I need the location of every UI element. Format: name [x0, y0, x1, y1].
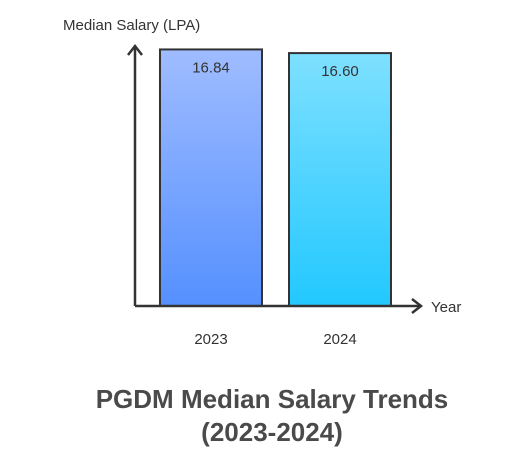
bar-2024 [288, 52, 392, 307]
x-tick-2024: 2024 [323, 331, 356, 348]
chart-title-line-2: (2023-2024) [201, 417, 343, 447]
chart-title-line-1: PGDM Median Salary Trends [96, 384, 449, 414]
bar-2023 [159, 48, 263, 307]
y-axis-label: Median Salary (LPA) [63, 17, 200, 34]
data-label-2023: 16.84 [192, 59, 230, 76]
y-axis-arrow [127, 43, 143, 56]
x-axis-arrow [411, 298, 424, 314]
bars [159, 48, 392, 307]
data-label-2024: 16.60 [321, 63, 359, 80]
x-axis-label: Year [431, 299, 461, 316]
x-tick-labels: 2023 2024 [194, 331, 356, 348]
data-labels: 16.84 16.60 [192, 59, 359, 80]
x-tick-2023: 2023 [194, 331, 227, 348]
